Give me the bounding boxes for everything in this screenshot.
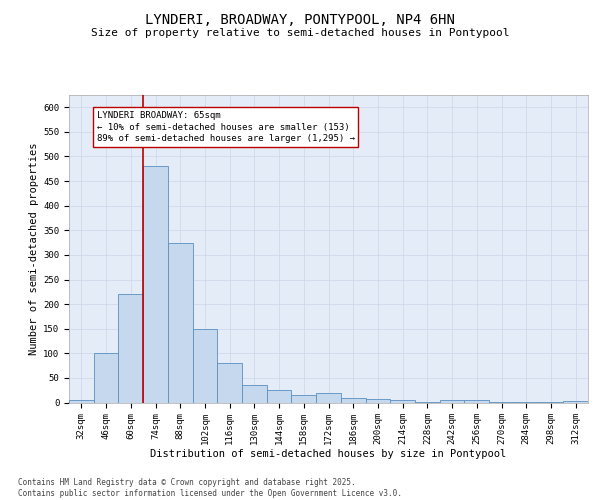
Bar	[94, 354, 118, 403]
Text: LYNDERI BROADWAY: 65sqm
← 10% of semi-detached houses are smaller (153)
89% of s: LYNDERI BROADWAY: 65sqm ← 10% of semi-de…	[97, 110, 355, 144]
Bar	[464, 400, 489, 402]
Text: Size of property relative to semi-detached houses in Pontypool: Size of property relative to semi-detach…	[91, 28, 509, 38]
Bar	[341, 398, 365, 402]
Bar	[118, 294, 143, 403]
Bar	[292, 395, 316, 402]
Bar	[193, 328, 217, 402]
Bar	[143, 166, 168, 402]
X-axis label: Distribution of semi-detached houses by size in Pontypool: Distribution of semi-detached houses by …	[151, 448, 506, 458]
Bar	[316, 392, 341, 402]
Bar	[365, 398, 390, 402]
Bar	[69, 400, 94, 402]
Bar	[217, 363, 242, 403]
Bar	[242, 386, 267, 402]
Text: LYNDERI, BROADWAY, PONTYPOOL, NP4 6HN: LYNDERI, BROADWAY, PONTYPOOL, NP4 6HN	[145, 12, 455, 26]
Text: Contains HM Land Registry data © Crown copyright and database right 2025.
Contai: Contains HM Land Registry data © Crown c…	[18, 478, 402, 498]
Bar	[563, 401, 588, 402]
Bar	[267, 390, 292, 402]
Y-axis label: Number of semi-detached properties: Number of semi-detached properties	[29, 142, 39, 355]
Bar	[390, 400, 415, 402]
Bar	[440, 400, 464, 402]
Bar	[168, 242, 193, 402]
